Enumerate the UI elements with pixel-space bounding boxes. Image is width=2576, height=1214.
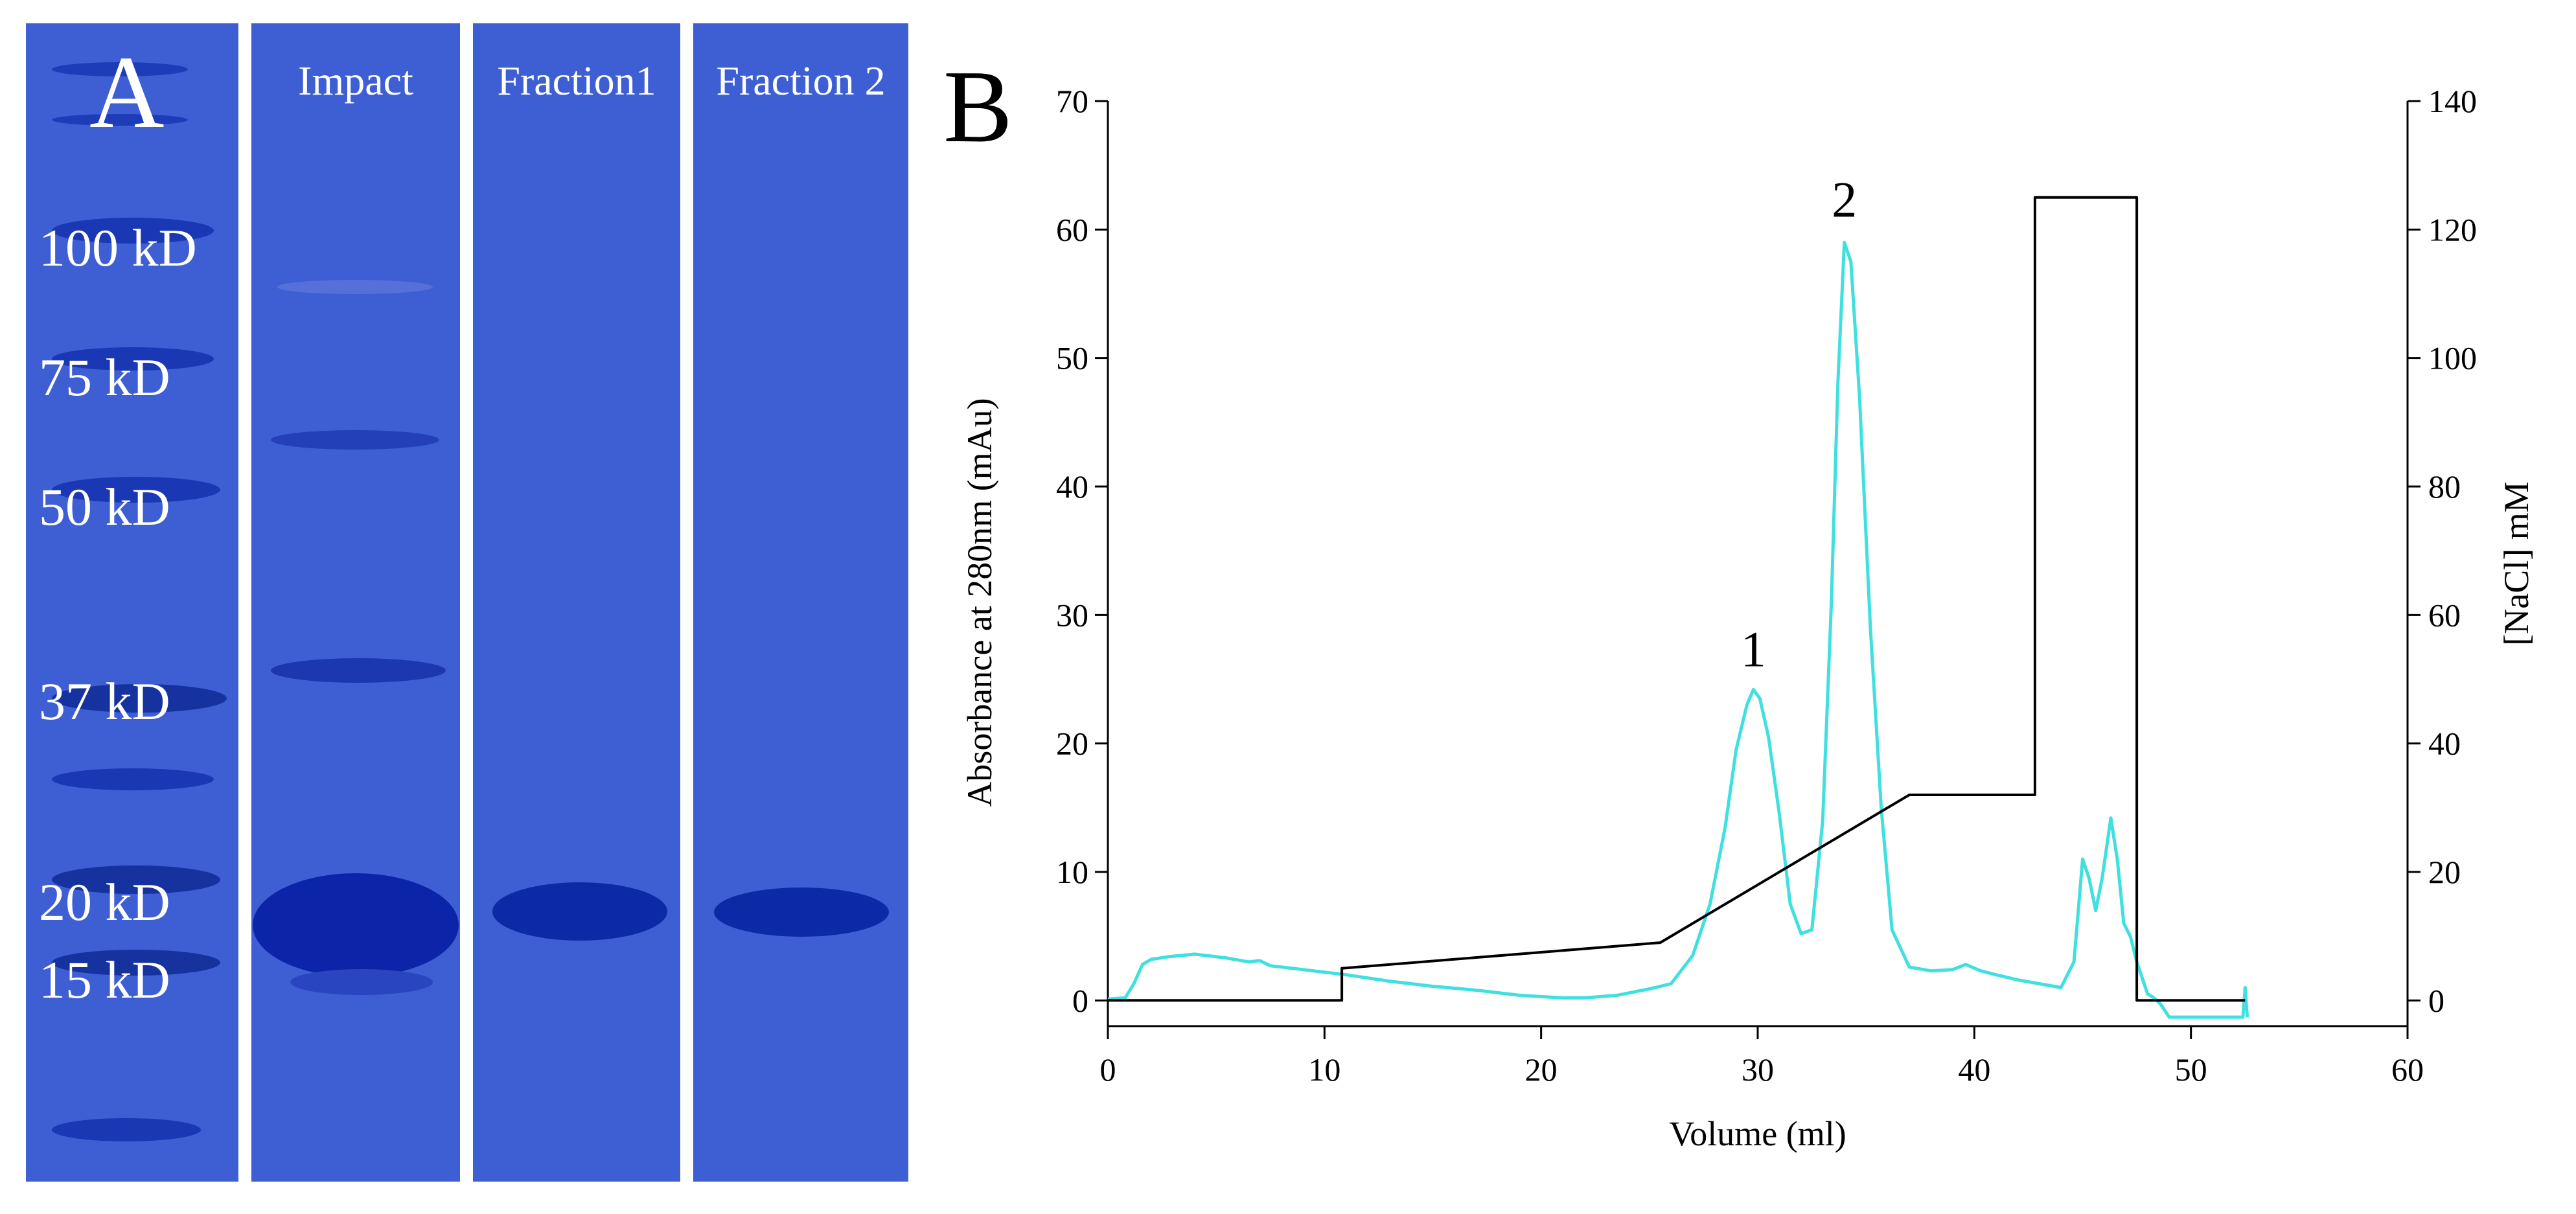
marker-band	[52, 684, 227, 713]
x-tick-label: 40	[1958, 1051, 1990, 1088]
y2-tick-label: 140	[2428, 83, 2477, 119]
chart-labels: 0 10 20 30 40 50 60010203040506070020406080100…	[943, 49, 2536, 1153]
band-impact-58	[271, 430, 439, 450]
marker-band	[52, 477, 220, 503]
y-tick-label: 70	[1056, 83, 1088, 119]
x-tick-label: 30	[1742, 1051, 1774, 1088]
x-tick-label: 0	[1100, 1051, 1116, 1088]
mw-label-50: 50 kD	[39, 477, 170, 536]
marker-band	[52, 768, 214, 790]
x-tick-label: 10	[1308, 1051, 1340, 1088]
marker-band	[52, 218, 214, 244]
band-fraction1-main	[492, 882, 667, 941]
x-tick-label: 60	[2391, 1051, 2424, 1088]
x-axis-title: Volume (ml)	[1669, 1114, 1846, 1153]
mw-label-20: 20 kD	[39, 873, 170, 932]
y2-tick-label: 120	[2428, 211, 2477, 247]
y2-tick-label: 80	[2428, 468, 2461, 505]
y-tick-label: 10	[1056, 854, 1088, 890]
y2-tick-label: 0	[2428, 982, 2444, 1018]
impact-lane: Impact	[251, 23, 460, 1182]
y-axis-title: Absorbance at 280nm (mAu)	[960, 398, 999, 807]
lane-label-fraction1: Fraction1	[497, 58, 656, 104]
y2-tick-label: 40	[2428, 726, 2461, 762]
mw-label-75: 75 kD	[39, 348, 170, 407]
y2-tick-label: 20	[2428, 854, 2461, 890]
marker-band	[52, 950, 220, 976]
x-tick-label: 50	[2175, 1051, 2207, 1088]
marker-band	[52, 62, 188, 76]
y-tick-label: 20	[1056, 726, 1088, 762]
y2-tick-label: 100	[2428, 340, 2477, 376]
nacl-gradient-line	[1108, 196, 2246, 1002]
lane-label-fraction2: Fraction 2	[716, 58, 886, 104]
y-tick-label: 50	[1056, 340, 1088, 376]
marker-lane: 100 kD 75 kD 50 kD 37 kD 20 kD 15 kD A	[26, 23, 238, 1182]
y2-tick-label: 60	[2428, 597, 2461, 633]
peak-label-2: 2	[1832, 172, 1857, 228]
absorbance-line	[1107, 240, 2249, 1019]
marker-band	[52, 865, 220, 894]
chart-axes	[1095, 100, 2421, 1039]
marker-band	[52, 347, 214, 371]
band-impact-low	[290, 969, 433, 995]
y2-axis-title: [NaCl] mM	[2497, 481, 2536, 645]
y-tick-label: 40	[1056, 468, 1088, 505]
peak-label-1: 1	[1741, 621, 1766, 678]
fraction2-lane: Fraction 2	[693, 23, 908, 1182]
panel-letter-b: B	[943, 49, 1013, 164]
marker-band	[52, 114, 188, 126]
band-impact-37	[271, 658, 446, 683]
fraction1-lane: Fraction1	[473, 23, 680, 1182]
y-tick-label: 0	[1072, 982, 1088, 1018]
x-tick-label: 20	[1525, 1051, 1558, 1088]
mw-label-100: 100 kD	[39, 218, 197, 277]
panel-letter-a: A	[89, 34, 165, 150]
band-impact-90	[277, 280, 433, 294]
y-tick-label: 60	[1056, 211, 1088, 247]
mw-label-15: 15 kD	[39, 950, 170, 1009]
chart-plot	[1107, 196, 2249, 1019]
marker-band	[52, 1118, 201, 1141]
band-fraction2-main	[714, 888, 889, 937]
band-impact-main	[253, 873, 459, 977]
y-tick-label: 30	[1056, 597, 1088, 633]
lane-label-impact: Impact	[298, 58, 413, 104]
mw-label-37: 37 kD	[39, 672, 170, 731]
